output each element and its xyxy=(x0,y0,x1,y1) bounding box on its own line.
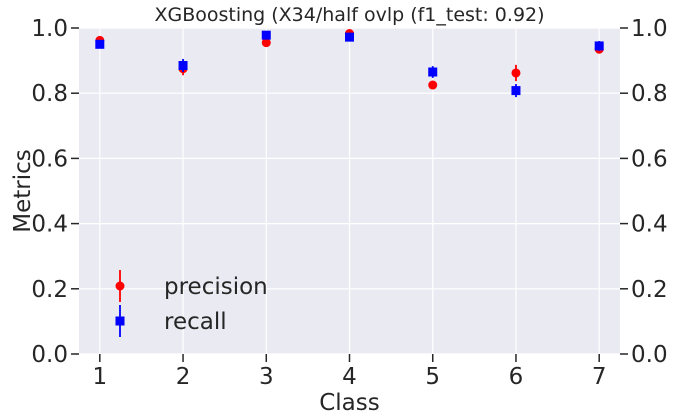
right-y-tick-label: 1.0 xyxy=(631,16,668,42)
x-tick-label: 6 xyxy=(509,364,524,390)
y-axis-label: Metrics xyxy=(10,149,36,233)
left-y-axis: 0.0 0.2 0.4 0.6 0.8 1.0 xyxy=(31,16,79,368)
y-tick-label: 1.0 xyxy=(31,16,68,42)
right-y-axis: 0.0 0.2 0.4 0.6 0.8 1.0 xyxy=(620,16,668,368)
right-y-tick-label: 0.4 xyxy=(631,212,668,238)
precision-point xyxy=(428,80,438,90)
chart-title: XGBoosting (X34/half ovlp (f1_test: 0.92… xyxy=(154,4,544,26)
y-tick-label: 0.4 xyxy=(31,212,68,238)
recall-point xyxy=(345,32,354,42)
precision-point xyxy=(511,68,521,78)
recall-point xyxy=(178,60,188,70)
x-axis-label: Class xyxy=(319,390,380,416)
x-tick-label: 5 xyxy=(425,364,440,390)
y-tick-label: 0.6 xyxy=(31,146,68,172)
grid-lines xyxy=(79,27,620,355)
legend-precision-marker xyxy=(115,281,125,291)
legend-recall-marker xyxy=(115,316,125,326)
legend-precision-label: precision xyxy=(164,274,268,300)
precision-point xyxy=(261,38,271,48)
x-tick-label: 7 xyxy=(592,364,607,390)
x-tick-label: 1 xyxy=(92,364,107,390)
recall-point xyxy=(594,41,604,51)
recall-point xyxy=(428,67,438,77)
x-axis: 1 2 3 4 5 6 7 xyxy=(92,354,607,390)
recall-point xyxy=(261,30,271,40)
y-tick-label: 0.2 xyxy=(31,277,68,303)
data-series xyxy=(95,29,604,98)
y-tick-label: 0.0 xyxy=(31,342,68,368)
x-tick-label: 4 xyxy=(342,364,357,390)
x-tick-label: 2 xyxy=(176,364,191,390)
right-y-tick-label: 0.0 xyxy=(631,342,668,368)
recall-point xyxy=(511,86,521,96)
recall-point xyxy=(95,39,105,49)
right-y-tick-label: 0.6 xyxy=(631,146,668,172)
x-tick-label: 3 xyxy=(259,364,274,390)
legend: precision recall xyxy=(115,270,268,337)
right-y-tick-label: 0.8 xyxy=(631,81,668,107)
series-recall xyxy=(95,30,604,98)
right-y-tick-label: 0.2 xyxy=(631,277,668,303)
legend-recall-label: recall xyxy=(164,309,227,335)
y-tick-label: 0.8 xyxy=(31,81,68,107)
